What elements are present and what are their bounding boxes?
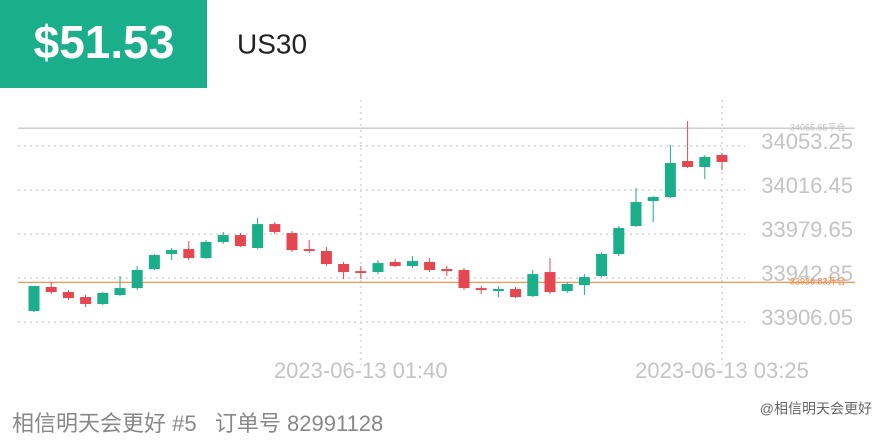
candle-body (200, 242, 212, 259)
candle-body (527, 274, 539, 297)
candle-body (303, 249, 315, 251)
y-tick-label: 33979.65 (761, 217, 853, 242)
candle-body (424, 261, 436, 271)
x-tick-label: 2023-06-13 03:25 (635, 358, 809, 383)
candle-body (338, 264, 350, 273)
y-tick-label: 34053.25 (761, 129, 853, 154)
candle-body (441, 269, 453, 272)
candle-body (372, 263, 384, 273)
candle-body (28, 286, 40, 312)
candle-body (166, 250, 178, 254)
price: $51.53 (34, 16, 175, 68)
candle-body (682, 161, 694, 167)
symbol: US30 (237, 28, 307, 59)
candle-body (510, 289, 522, 298)
candle-body (475, 288, 487, 290)
candle-body (716, 155, 728, 162)
reference-label: 33936.83开仓 (790, 276, 846, 287)
candle-body (664, 163, 676, 198)
candle-body (647, 197, 659, 201)
candle-body (114, 288, 126, 296)
y-tick-label: 34016.45 (761, 173, 853, 198)
candle-body (630, 202, 642, 226)
y-tick-label: 33906.05 (761, 305, 853, 330)
candle-body (183, 249, 195, 259)
watermark: @相信明天会更好 (760, 401, 872, 417)
candle-body (355, 271, 367, 274)
x-tick-label: 2023-06-13 01:40 (274, 358, 448, 383)
candle-body (389, 261, 401, 267)
candle-body (458, 270, 470, 289)
candle-body (286, 233, 298, 251)
candle-body (561, 284, 573, 292)
candle-body (148, 255, 160, 270)
candle-body (406, 261, 418, 267)
candle-body (217, 235, 229, 243)
candle-body (62, 292, 74, 299)
candle-body (613, 228, 625, 254)
candle-body (252, 224, 264, 248)
candle-body (97, 292, 109, 304)
candle-body (234, 235, 246, 247)
candle-body (596, 253, 608, 276)
candle-body (269, 224, 281, 232)
candle-body (80, 297, 92, 304)
candle-body (544, 272, 556, 293)
candle-body (320, 250, 332, 265)
candle-body (578, 277, 590, 286)
footer-text: 相信明天会更好 #5 订单号 82991128 (12, 411, 383, 436)
candle-body (492, 289, 504, 292)
candle-body (45, 286, 57, 293)
candle-body (699, 157, 711, 167)
price-badge (0, 0, 207, 88)
candle-body (131, 270, 143, 289)
reference-label: 34065.65平仓 (790, 122, 846, 133)
